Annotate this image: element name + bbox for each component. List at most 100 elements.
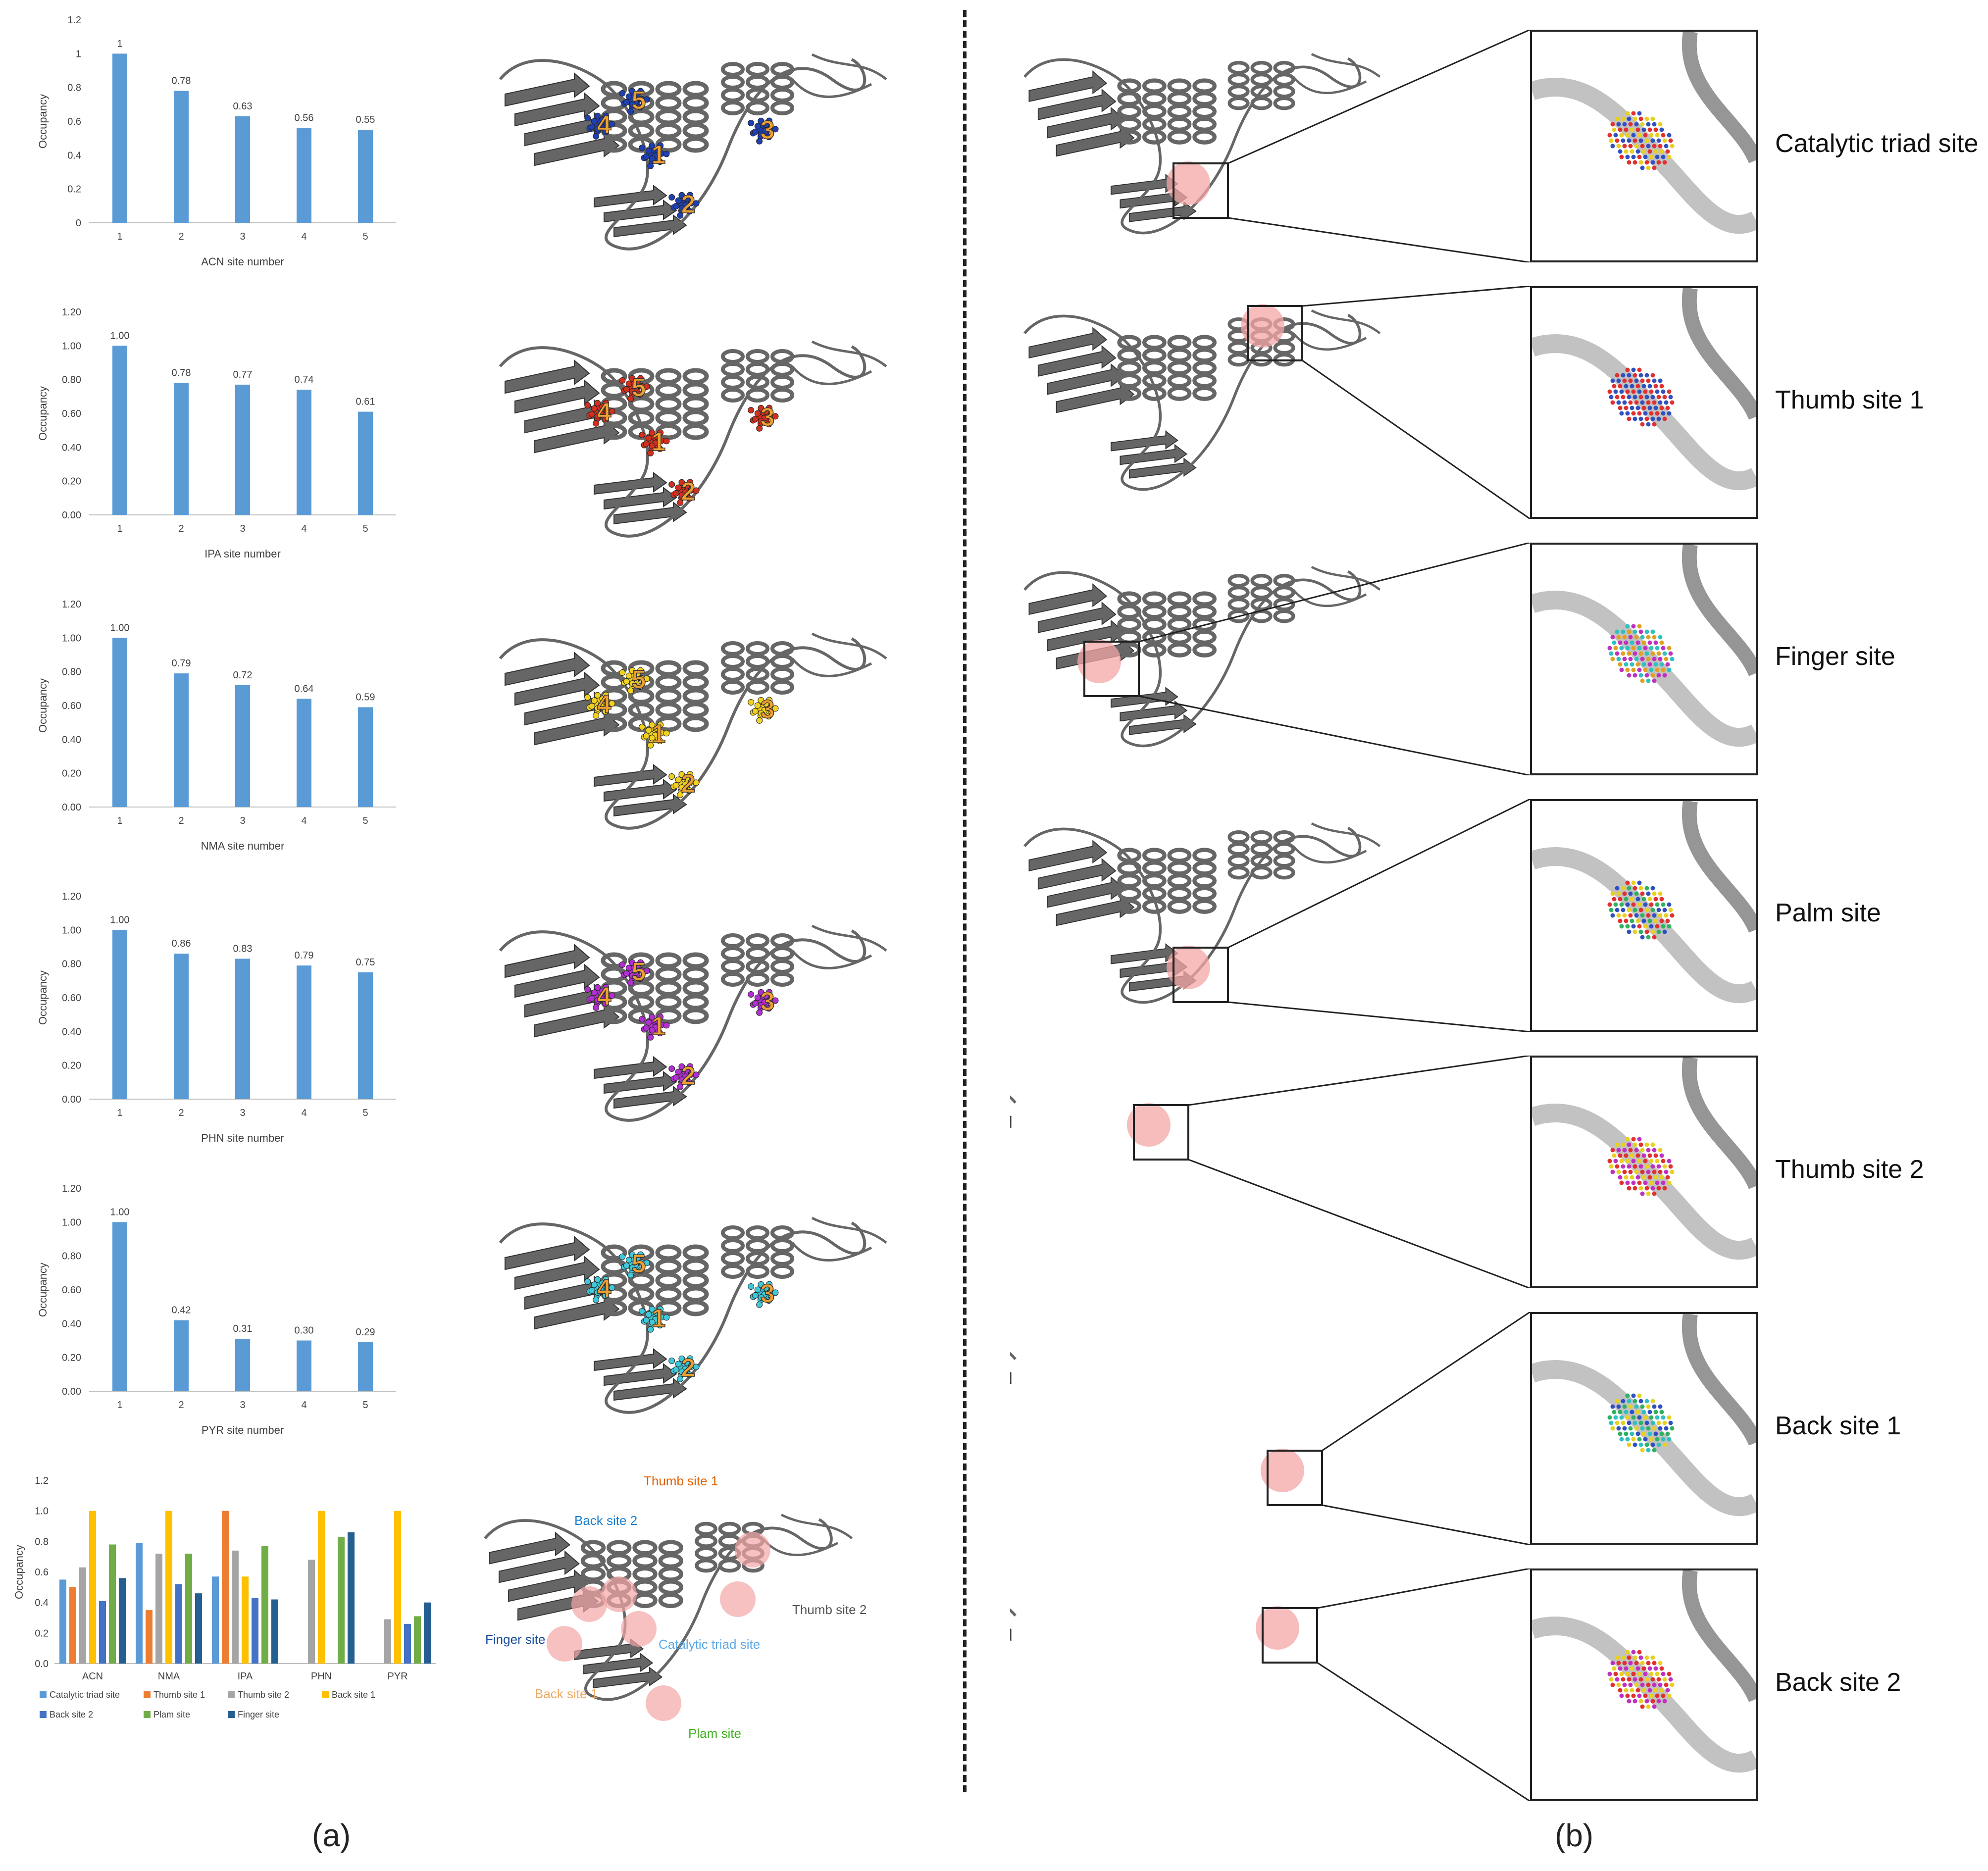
alpha-helix-turn xyxy=(770,680,794,695)
alpha-helix-turn xyxy=(1227,84,1250,99)
probe-dot xyxy=(1661,1159,1666,1163)
x-tick-label: 1 xyxy=(117,231,122,242)
alpha-helix-turn xyxy=(655,1272,682,1289)
overview-protein xyxy=(1023,30,1530,262)
probe-dot xyxy=(1652,1682,1657,1687)
probe-dot xyxy=(1610,144,1615,149)
solvent-probe-dot xyxy=(623,1262,630,1269)
site-number-label: 4 xyxy=(597,690,612,719)
probe-dot xyxy=(1637,111,1642,116)
solvent-probe-dot xyxy=(693,779,700,786)
solvent-probe-dot xyxy=(594,984,601,991)
beta-strand xyxy=(1028,70,1108,102)
legend-swatch xyxy=(40,1691,47,1698)
probe-dot xyxy=(1659,384,1664,389)
bar xyxy=(174,673,189,807)
alpha-helix-turn xyxy=(1117,873,1142,889)
probe-dot xyxy=(1668,1164,1673,1169)
probe-dot xyxy=(1619,924,1624,929)
probe-dot xyxy=(1627,373,1631,378)
alpha-helix-turn xyxy=(1273,72,1295,87)
probe-dot xyxy=(1630,384,1634,389)
alpha-helix-turn xyxy=(1117,103,1142,119)
solvent-probe-dot xyxy=(754,410,761,417)
solvent-probe-dot xyxy=(603,984,610,991)
probe-dot xyxy=(1640,1704,1645,1709)
loop xyxy=(762,1514,853,1557)
probe-dot xyxy=(1635,640,1640,645)
solvent-probe-dot xyxy=(649,155,656,162)
probe-dot xyxy=(1613,1159,1618,1163)
protein-cartoon xyxy=(1023,309,1381,491)
legend-swatch xyxy=(144,1711,151,1718)
alpha-helix-turn xyxy=(1167,116,1192,132)
alpha-helix-turn xyxy=(655,688,682,705)
probe-dot xyxy=(1650,908,1655,912)
probe-dot xyxy=(1658,657,1663,661)
probe-dot xyxy=(1615,395,1620,400)
probe-dot xyxy=(1615,1677,1620,1682)
loop xyxy=(791,340,887,385)
probe-dot xyxy=(1624,384,1629,389)
solvent-probe-dot xyxy=(686,787,693,794)
site-number-label: 5 xyxy=(632,86,646,115)
probe-dot xyxy=(1667,133,1672,138)
probe-dot xyxy=(1643,924,1648,929)
alpha-helix-turn xyxy=(682,1286,709,1303)
inset-svg xyxy=(1532,545,1756,747)
probe-dot xyxy=(1644,416,1649,421)
probe-dot xyxy=(1659,897,1664,902)
probe-dot xyxy=(1619,1415,1624,1420)
alpha-helix-turn xyxy=(655,122,682,139)
alpha-helix-turn xyxy=(1142,591,1167,607)
solvent-probe-dot xyxy=(756,138,763,145)
probe-dot xyxy=(1647,384,1652,389)
solvent-probe-dot xyxy=(627,395,634,402)
probe-dot xyxy=(1627,1186,1631,1191)
protein-cartoon xyxy=(1010,1352,1017,1385)
y-tick-label: 0.20 xyxy=(62,476,81,487)
solvent-probe-dot xyxy=(754,994,761,1001)
solvent-probe-dot xyxy=(754,1286,761,1293)
solvent-probe-dot xyxy=(594,112,601,119)
probe-dot xyxy=(1670,657,1675,661)
probe-dot xyxy=(1658,1682,1663,1687)
solvent-probe-dot xyxy=(677,791,684,798)
overview-protein xyxy=(1023,799,1530,1032)
alpha-helix-turn xyxy=(658,1553,683,1569)
solvent-probe-dot xyxy=(748,1283,755,1290)
probe-dot xyxy=(1650,116,1655,121)
probe-dot xyxy=(1644,908,1649,912)
y-axis-label: Occupancy xyxy=(37,678,49,733)
probe-dot xyxy=(1627,908,1631,912)
probe-dot xyxy=(1644,886,1649,891)
bar xyxy=(358,707,373,807)
bar-thumb-site-1 xyxy=(222,1511,229,1664)
alpha-helix-turn xyxy=(1273,96,1295,110)
alpha-helix-turn xyxy=(1167,591,1192,607)
solvent-probe-dot xyxy=(668,194,675,201)
y-tick-label: 0.20 xyxy=(62,1061,81,1071)
beta-strand xyxy=(1128,714,1197,735)
alpha-helix-turn xyxy=(695,1546,717,1561)
probe-dot xyxy=(1658,144,1663,149)
probe-dot xyxy=(1659,1175,1664,1180)
probe-dot xyxy=(1652,1661,1657,1666)
bar xyxy=(297,699,311,807)
probe-dot xyxy=(1647,918,1652,923)
y-tick-label: 1.00 xyxy=(62,1217,81,1228)
inset-ribbon xyxy=(1682,1570,1756,1703)
probe-dot xyxy=(1628,122,1633,127)
solvent-probe-dot xyxy=(752,415,759,422)
bar-chart: 0.00 0.20 0.40 0.60 0.80 1.00 1.20 1.00 1 0.78 2 0.… xyxy=(37,307,396,560)
bar xyxy=(358,130,373,223)
probe-dot xyxy=(1652,1169,1657,1174)
solvent-probe-dot xyxy=(752,708,759,714)
solvent-probe-dot xyxy=(756,1009,763,1016)
probe-dot xyxy=(1627,1677,1631,1682)
alpha-helix-turn xyxy=(1192,860,1217,876)
probe-dot xyxy=(1640,635,1645,640)
x-tick-label: 1 xyxy=(117,1400,122,1411)
solvent-probe-dot xyxy=(609,1284,615,1291)
probe-dot xyxy=(1631,1159,1636,1163)
